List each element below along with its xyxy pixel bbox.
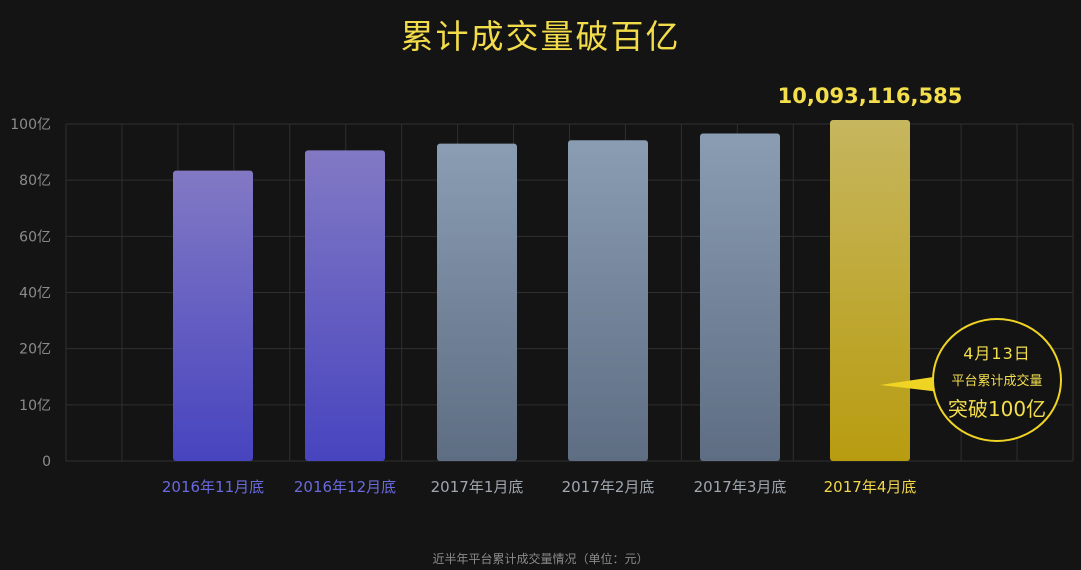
- y-tick-label: 20亿: [19, 342, 51, 358]
- bar-2: [305, 150, 385, 461]
- y-axis-ticks: 0 10亿 20亿 40亿 60亿 80亿 100亿: [10, 117, 51, 470]
- footnote: 近半年平台累计成交量情况（单位：元）: [432, 552, 649, 566]
- bar-5: [700, 133, 780, 461]
- bar-1: [173, 170, 253, 462]
- callout-date: 4月13日: [963, 344, 1031, 363]
- bar-4: [568, 140, 648, 461]
- y-tick-label: 40亿: [19, 286, 51, 302]
- x-tick-label: 2017年1月底: [431, 478, 524, 496]
- bars: [173, 120, 910, 462]
- bar-3: [437, 143, 517, 461]
- callout-pointer: [880, 376, 940, 392]
- bar-6: [830, 120, 910, 461]
- top-value-label: 10,093,116,585: [777, 84, 963, 108]
- callout-highlight: 突破100亿: [947, 397, 1047, 421]
- x-tick-label: 2017年2月底: [562, 478, 655, 496]
- y-tick-label: 60亿: [19, 229, 51, 245]
- chart-title: 累计成交量破百亿: [400, 17, 681, 56]
- y-tick-label: 80亿: [19, 173, 51, 189]
- x-tick-label: 2016年11月底: [162, 478, 264, 496]
- y-tick-label: 10亿: [19, 398, 51, 414]
- x-tick-label: 2017年3月底: [694, 478, 787, 496]
- y-tick-label: 0: [42, 454, 51, 470]
- x-axis-labels: 2016年11月底 2016年12月底 2017年1月底 2017年2月底 2017年3…: [162, 478, 916, 496]
- y-tick-label: 100亿: [10, 117, 51, 133]
- milestone-callout: 4月13日 平台累计成交量 突破100亿: [932, 318, 1062, 442]
- x-tick-label: 2016年12月底: [294, 478, 396, 496]
- callout-subtitle: 平台累计成交量: [951, 374, 1043, 389]
- x-tick-label: 2017年4月底: [824, 478, 917, 496]
